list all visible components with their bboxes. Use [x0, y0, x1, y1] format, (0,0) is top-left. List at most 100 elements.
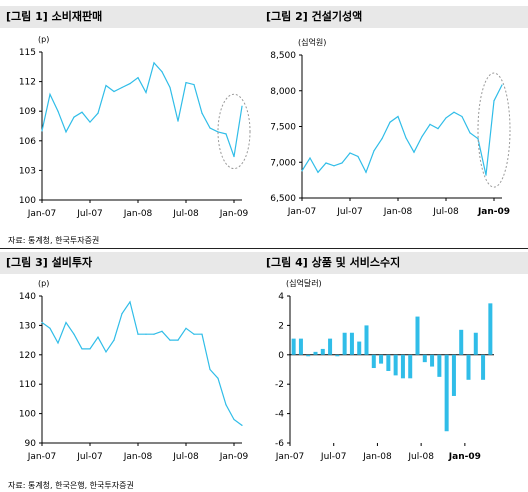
data-point	[193, 333, 195, 335]
data-point	[49, 327, 51, 329]
bar	[473, 332, 478, 355]
unit-label: (십억원)	[298, 37, 326, 47]
x-tick-label: Jan-07	[27, 209, 57, 219]
x-tick-label: Jan-08	[362, 452, 392, 462]
data-point	[81, 348, 83, 350]
data-point	[477, 138, 479, 140]
unit-label: (십억달러)	[286, 278, 322, 288]
y-tick-label: -2	[275, 380, 284, 390]
data-point	[413, 151, 415, 153]
bar	[437, 354, 442, 377]
bar	[444, 354, 449, 432]
data-point	[405, 137, 407, 139]
bar	[415, 316, 420, 355]
bar	[357, 341, 362, 355]
data-point	[437, 128, 439, 130]
data-point	[365, 171, 367, 173]
x-tick-label: Jul-08	[172, 452, 199, 462]
data-point	[153, 62, 155, 64]
data-point	[389, 121, 391, 123]
bar	[481, 354, 486, 380]
data-point	[41, 321, 43, 324]
bar	[371, 354, 376, 369]
y-tick-label: 90	[25, 439, 37, 449]
data-point	[177, 120, 179, 122]
y-tick-label: 110	[19, 380, 36, 390]
bar	[306, 354, 311, 357]
data-point	[81, 111, 83, 113]
y-tick-label: 100	[19, 410, 36, 420]
series-line	[41, 61, 243, 157]
header-strip-top	[0, 6, 528, 28]
bar	[386, 354, 391, 371]
panel-1-title: [그림 1] 소비재판매	[6, 10, 103, 23]
bar	[298, 338, 303, 355]
x-tick-label: Jan-09	[219, 209, 249, 219]
source-note-top: 자료: 통계청, 한국투자증권	[8, 236, 100, 245]
data-point	[217, 377, 219, 379]
series-line	[301, 84, 503, 176]
x-tick-label: Jul-07	[76, 452, 103, 462]
y-tick-label: 130	[19, 321, 36, 331]
y-tick-label: 140	[19, 292, 36, 302]
bar	[400, 354, 405, 379]
data-point	[325, 162, 327, 164]
data-point	[317, 171, 319, 173]
data-point	[241, 105, 243, 107]
data-point	[73, 333, 75, 335]
data-point	[349, 152, 351, 154]
data-point	[161, 71, 163, 73]
bar	[313, 351, 318, 355]
data-point	[161, 330, 163, 332]
data-point	[357, 155, 359, 158]
data-point	[73, 116, 75, 118]
bar	[291, 338, 296, 355]
x-tick-label: Jul-08	[172, 209, 199, 219]
data-point	[169, 86, 171, 89]
data-point	[501, 84, 503, 86]
data-point	[397, 115, 399, 118]
x-tick-label: Jan-09	[477, 207, 510, 217]
unit-label: (p)	[38, 35, 49, 44]
data-point	[177, 339, 179, 341]
x-tick-label: Jan-08	[123, 452, 153, 462]
data-point	[333, 165, 335, 167]
separator-line-top	[0, 248, 528, 249]
y-tick-label: 8,500	[270, 51, 296, 61]
x-tick-label: Jan-09	[448, 452, 481, 462]
panel-3-title: [그림 3] 설비투자	[6, 256, 93, 269]
y-tick-label: -6	[275, 439, 284, 449]
y-tick-label: 103	[19, 166, 36, 176]
y-tick-label: 7,500	[270, 123, 296, 133]
data-point	[41, 130, 43, 132]
data-point	[121, 86, 123, 89]
data-point	[209, 368, 211, 371]
data-point	[137, 333, 139, 335]
data-point	[89, 348, 91, 350]
x-tick-label: Jul-07	[76, 209, 103, 219]
data-point	[105, 84, 107, 87]
data-point	[309, 157, 311, 159]
data-point	[65, 321, 67, 324]
data-point	[241, 424, 243, 426]
data-point	[445, 117, 447, 119]
highlight-ellipse	[477, 72, 511, 188]
y-tick-label: 8,000	[270, 87, 296, 97]
bar	[488, 303, 493, 355]
bar	[335, 354, 340, 357]
data-point	[193, 83, 195, 86]
unit-label: (p)	[38, 279, 49, 288]
data-point	[49, 93, 51, 96]
bar	[422, 354, 427, 363]
y-tick-label: 7,000	[270, 158, 296, 168]
data-point	[137, 77, 139, 79]
data-point	[201, 112, 203, 114]
y-tick-label: 0	[278, 351, 284, 361]
panel-4-title: [그림 4] 상품 및 서비스수지	[266, 256, 401, 269]
data-point	[57, 342, 59, 344]
series-line	[41, 300, 243, 426]
data-point	[233, 418, 235, 421]
data-point	[233, 155, 235, 158]
